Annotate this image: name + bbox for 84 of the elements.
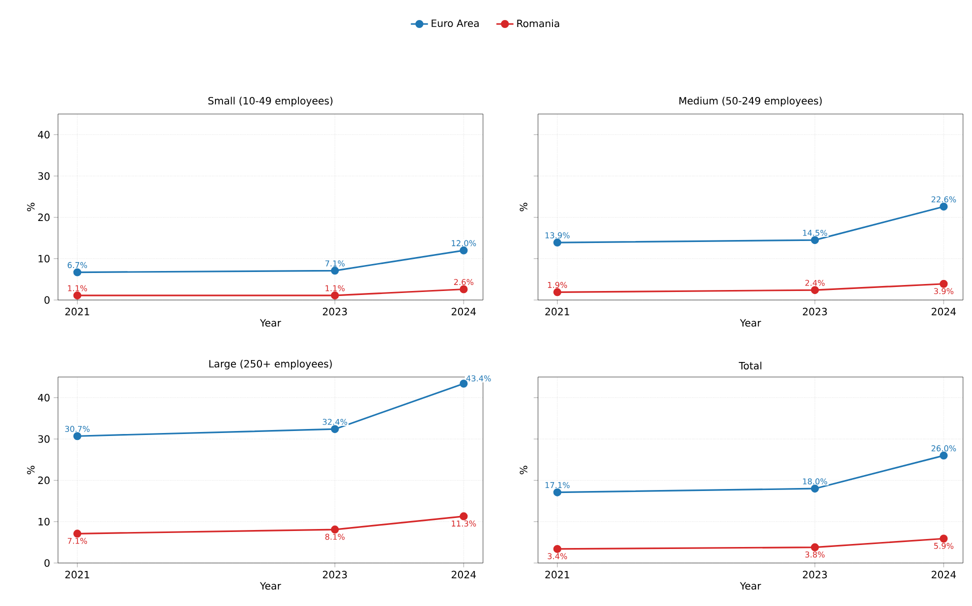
x-tick-label: 2024 (452, 570, 476, 578)
point (73, 268, 82, 276)
point (460, 285, 468, 294)
data-label: 5.9% (934, 542, 954, 549)
x-tick-label: 2023 (322, 308, 347, 316)
point (330, 425, 339, 434)
x-tick-label: 2024 (932, 570, 956, 578)
data-label: 3.9% (934, 288, 954, 294)
y-tick-label: 0 (44, 559, 50, 567)
x-axis-title: Year (740, 582, 762, 590)
data-label: 8.1% (325, 534, 345, 540)
point (73, 291, 82, 300)
data-label: 32.4% (322, 418, 348, 425)
data-label: 13.9% (545, 232, 570, 238)
point (940, 452, 948, 460)
x-axis-title: Year (260, 582, 282, 590)
chart-title: Large (250+ employees) (209, 360, 332, 370)
y-axis-title: % (520, 202, 528, 212)
y-tick-label: 10 (38, 518, 50, 526)
point (460, 512, 468, 520)
data-label: 22.6% (932, 196, 956, 202)
data-label: 3.8% (805, 551, 825, 558)
x-tick-label: 2021 (65, 570, 90, 578)
y-axis-title: % (27, 466, 35, 474)
y-tick-label: 40 (38, 394, 50, 402)
y-tick-label: 30 (38, 435, 50, 443)
data-label: 1.9% (548, 282, 568, 288)
point (940, 534, 948, 543)
point (553, 488, 562, 496)
legend-label: Euro Area (432, 20, 479, 28)
y-axis-title: % (27, 202, 35, 212)
x-tick-label: 2021 (65, 308, 90, 316)
point (810, 236, 819, 244)
x-tick-label: 2024 (932, 308, 956, 316)
chart-title: Small (10-49 employees) (208, 96, 332, 106)
point (553, 544, 562, 553)
point (73, 432, 82, 440)
data-label: 2.6% (454, 279, 474, 286)
x-tick-label: 2023 (322, 570, 347, 578)
data-label: 14.5% (803, 230, 828, 236)
chart-title: Total (738, 362, 762, 370)
y-tick-label: 0 (44, 296, 50, 304)
data-label: 11.3% (452, 520, 476, 527)
x-tick-label: 2024 (452, 308, 476, 316)
chart-title: Medium (50-249 employees) (679, 96, 822, 106)
point (810, 484, 819, 493)
x-tick-label: 2023 (802, 570, 827, 578)
y-tick-label: 20 (38, 214, 50, 222)
data-label: 7.1% (325, 260, 345, 266)
y-tick-label: 10 (38, 254, 50, 262)
data-label: 6.7% (68, 262, 88, 268)
data-label: 1.1% (326, 285, 345, 292)
point (810, 543, 819, 552)
point (553, 238, 562, 247)
point (940, 202, 948, 211)
x-axis-title: Year (260, 319, 282, 327)
point (460, 380, 468, 388)
y-tick-label: 40 (38, 130, 50, 138)
data-label: 18.0% (803, 478, 828, 484)
legend-label: Romania (517, 19, 560, 28)
x-axis-title: Year (740, 319, 762, 327)
y-tick-label: 20 (38, 476, 50, 484)
data-label: 26.0% (932, 445, 956, 452)
data-label: 30.7% (65, 426, 90, 432)
x-tick-label: 2023 (802, 308, 827, 316)
point (73, 530, 82, 538)
point (330, 291, 339, 300)
data-label: 1.1% (68, 285, 88, 292)
point (330, 526, 339, 534)
data-label: 7.1% (68, 538, 88, 544)
data-label: 17.1% (545, 482, 570, 488)
point (553, 288, 562, 296)
data-label: 12.0% (452, 240, 476, 246)
y-tick-label: 30 (38, 172, 50, 180)
x-tick-label: 2021 (545, 308, 570, 316)
point (940, 280, 948, 288)
point (330, 266, 339, 275)
y-axis-title: % (520, 466, 528, 474)
data-label: 3.4% (548, 553, 568, 560)
point (460, 246, 468, 254)
data-label: 43.4% (466, 375, 491, 382)
point (810, 286, 819, 294)
data-label: 2.4% (805, 280, 825, 286)
x-tick-label: 2021 (545, 570, 570, 578)
